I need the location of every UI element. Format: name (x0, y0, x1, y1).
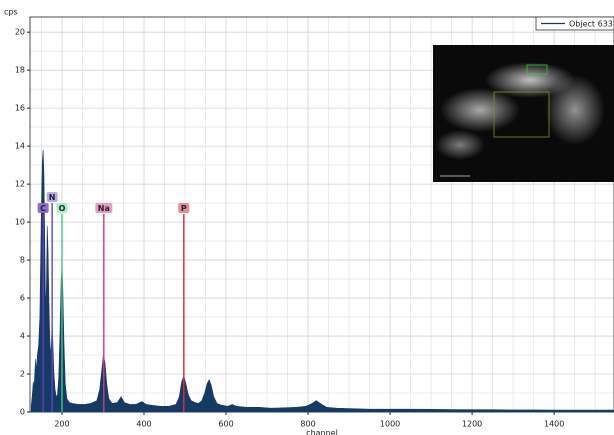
legend-label: Object 6337 (569, 20, 614, 29)
element-label: N (49, 193, 56, 202)
y-tick-label: 0 (20, 408, 25, 417)
element-label: P (181, 204, 187, 213)
plot: CNO Na P (30, 149, 614, 413)
legend: Object 6337 (535, 16, 614, 31)
y-tick-label: 4 (20, 332, 25, 341)
element-label-box (95, 203, 113, 213)
image-roi (526, 64, 548, 75)
y-tick-label: 12 (15, 180, 25, 189)
y-tick-label: 14 (15, 142, 25, 151)
y-axis-label: cps (4, 8, 18, 17)
spectrum-area (30, 149, 614, 413)
element-label-box (37, 203, 49, 213)
image-blob (545, 75, 605, 145)
grid: 200 400 600 800 1000 1200 1400 0 2 4 6 8 10 12 14 16 18 2… (15, 16, 614, 429)
x-axis-label: channel (306, 429, 338, 435)
image-blob (440, 88, 520, 132)
element-label-box (56, 203, 68, 213)
element-label: C (40, 204, 46, 213)
y-tick-label: 8 (20, 256, 25, 265)
legend-box (535, 16, 614, 31)
x-tick-label: 800 (300, 420, 315, 429)
y-tick-label: 18 (15, 66, 25, 75)
element-label-box (178, 203, 190, 213)
inset-image (433, 45, 614, 182)
y-tick-label: 6 (20, 294, 25, 303)
y-tick-label: 20 (15, 28, 25, 37)
x-tick-label: 600 (218, 420, 233, 429)
y-tick-label: 16 (15, 104, 25, 113)
y-tick-label: 10 (15, 218, 25, 227)
x-tick-label: 1200 (462, 420, 482, 429)
image-roi (493, 91, 550, 138)
element-label-box (46, 192, 58, 202)
x-tick-label: 1400 (544, 420, 564, 429)
element-label: Na (98, 204, 110, 213)
x-tick-label: 1000 (380, 420, 400, 429)
x-tick-label: 200 (54, 420, 69, 429)
element-label: O (59, 204, 66, 213)
x-tick-label: 400 (136, 420, 151, 429)
image-blob (435, 130, 485, 160)
y-tick-label: 2 (20, 370, 25, 379)
